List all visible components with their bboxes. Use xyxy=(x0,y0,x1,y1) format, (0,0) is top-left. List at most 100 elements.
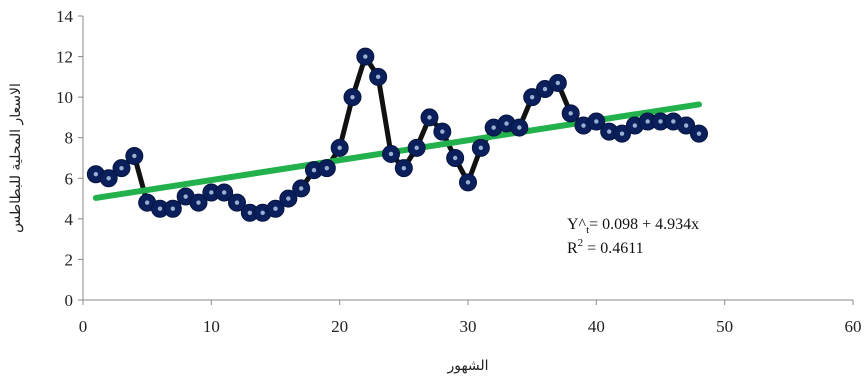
x-tick-label: 50 xyxy=(716,317,733,336)
data-point-highlight xyxy=(491,125,496,130)
data-point xyxy=(510,118,529,137)
data-point-highlight xyxy=(696,131,702,136)
data-point xyxy=(112,159,131,178)
data-point-highlight xyxy=(119,165,124,171)
y-tick-label: 8 xyxy=(65,129,74,148)
data-point xyxy=(587,112,606,131)
data-point-highlight xyxy=(93,172,99,177)
data-point xyxy=(330,138,349,157)
data-point-highlight xyxy=(363,54,368,59)
data-point-highlight xyxy=(298,186,304,191)
axes xyxy=(78,15,854,305)
data-point xyxy=(471,138,490,157)
r-squared-label: R2 = 0.4611 xyxy=(567,237,644,257)
y-tick-label: 2 xyxy=(65,250,74,269)
x-tick-label: 0 xyxy=(79,317,88,336)
x-tick-label: 10 xyxy=(203,317,220,336)
data-point xyxy=(228,193,246,212)
data-point-highlight xyxy=(260,210,265,215)
data-point-highlight xyxy=(542,86,548,92)
data-point-highlight xyxy=(427,115,432,120)
data-point-highlight xyxy=(465,180,471,185)
data-point xyxy=(99,169,118,188)
data-point-highlight xyxy=(196,200,201,205)
data-point xyxy=(523,88,542,107)
data-point-highlight xyxy=(311,167,317,173)
y-tick-label: 6 xyxy=(65,169,74,188)
data-point-highlight xyxy=(286,196,291,201)
data-point-highlight xyxy=(568,111,573,116)
data-point xyxy=(677,116,696,135)
x-tick-label: 60 xyxy=(845,317,862,336)
data-point xyxy=(382,144,400,163)
data-point-highlight xyxy=(555,80,561,86)
x-tick-labels: 0 10 20 30 40 50 60 xyxy=(79,317,862,336)
data-point xyxy=(459,173,477,192)
y-axis-title: الاسعار المحلية للبطاطس xyxy=(8,83,24,233)
data-point-highlight xyxy=(337,145,342,151)
r-squared-superscript: 2 xyxy=(578,237,584,249)
data-point-highlight xyxy=(645,119,650,124)
data-point xyxy=(279,189,298,208)
data-point xyxy=(305,161,323,180)
data-point-highlight xyxy=(388,151,394,157)
y-tick-labels: 0 2 4 6 8 10 12 14 xyxy=(56,7,74,310)
data-point-highlight xyxy=(144,200,150,205)
data-point-highlight xyxy=(683,123,689,128)
y-tick-label: 12 xyxy=(56,48,73,67)
data-point-highlight xyxy=(581,123,586,128)
data-point xyxy=(690,124,708,143)
data-point-highlight xyxy=(658,119,663,124)
data-point-highlight xyxy=(183,194,188,199)
data-point-highlight xyxy=(671,119,676,124)
data-point-highlight xyxy=(529,94,535,100)
data-point xyxy=(613,124,631,143)
data-point-highlight xyxy=(324,165,330,171)
series-layer xyxy=(86,47,708,222)
y-tick-label: 14 xyxy=(56,7,74,26)
data-point-highlight xyxy=(234,200,240,205)
data-point xyxy=(292,179,311,198)
data-point xyxy=(420,108,439,127)
data-point-highlight xyxy=(221,190,227,195)
data-point xyxy=(561,104,580,123)
data-point xyxy=(446,149,465,167)
y-tick-label: 10 xyxy=(56,88,73,107)
data-point-highlight xyxy=(132,153,137,159)
data-point-highlight xyxy=(401,165,407,171)
data-point xyxy=(266,199,285,218)
x-tick-label: 40 xyxy=(588,317,605,336)
data-point-highlight xyxy=(440,129,445,134)
data-point-highlight xyxy=(157,206,163,211)
data-point-highlight xyxy=(350,94,355,100)
data-point xyxy=(394,159,413,178)
data-point-highlight xyxy=(375,74,381,80)
data-point xyxy=(433,122,452,141)
data-point-highlight xyxy=(606,129,612,134)
x-tick-label: 30 xyxy=(460,317,477,336)
data-point-highlight xyxy=(273,206,278,211)
data-point-highlight xyxy=(209,190,214,195)
data-point xyxy=(343,88,362,107)
x-tick-label: 20 xyxy=(331,317,348,336)
data-point-highlight xyxy=(517,125,522,130)
data-point xyxy=(356,47,375,66)
data-point xyxy=(638,112,657,131)
data-point-highlight xyxy=(452,155,458,161)
data-point-highlight xyxy=(247,210,253,215)
data-point xyxy=(125,146,144,165)
data-point xyxy=(369,67,388,86)
equation-subscript: t xyxy=(586,224,589,236)
data-point xyxy=(189,193,208,212)
data-point-highlight xyxy=(478,145,484,151)
data-point-highlight xyxy=(414,145,419,151)
regression-equation: Y^t= 0.098 + 4.934x xyxy=(567,216,699,236)
data-point xyxy=(407,138,426,157)
data-point-highlight xyxy=(504,121,509,126)
x-axis-title: الشهور xyxy=(446,358,488,374)
data-point-highlight xyxy=(106,176,111,181)
data-point xyxy=(651,112,670,131)
data-point xyxy=(215,183,234,202)
data-point xyxy=(163,199,182,218)
